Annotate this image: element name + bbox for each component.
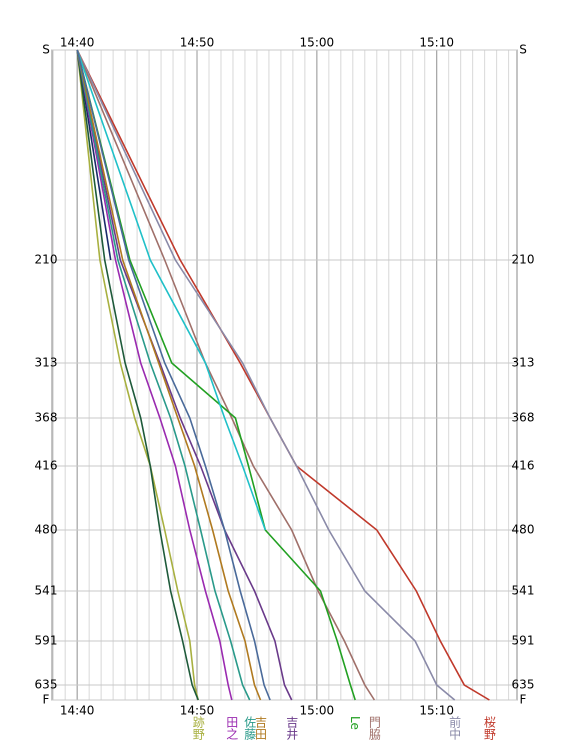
- y-tick-label: 210: [512, 253, 535, 267]
- split-line: [76, 49, 199, 701]
- y-tick-label: 541: [512, 584, 535, 598]
- y-tick-label: S: [519, 43, 527, 57]
- x-tick-label: 14:40: [60, 36, 95, 50]
- y-tick-label: 541: [35, 584, 58, 598]
- split-line: [76, 49, 262, 701]
- plot-frame: [51, 49, 518, 701]
- y-tick-label: F: [520, 693, 527, 707]
- split-line: [76, 49, 271, 701]
- y-tick-label: 368: [512, 411, 535, 425]
- x-tick-label: 15:10: [419, 36, 454, 50]
- y-tick-label: 313: [35, 356, 58, 370]
- legend-label: 佐藤: [243, 716, 257, 740]
- y-tick-label: 591: [35, 634, 58, 648]
- legend-label: 跡野: [191, 715, 205, 740]
- legend-label: 桜野: [482, 716, 496, 740]
- y-tick-label: 416: [512, 459, 535, 473]
- split-line: [76, 49, 233, 701]
- y-tick-label: 635: [35, 678, 58, 692]
- x-tick-label: 15:00: [300, 36, 335, 50]
- x-tick-label: 15:00: [300, 704, 335, 718]
- x-tick-label: 14:40: [60, 704, 95, 718]
- split-line: [76, 49, 199, 701]
- y-tick-label: 313: [512, 356, 535, 370]
- y-tick-label: 591: [512, 634, 535, 648]
- split-line: [76, 49, 356, 701]
- y-tick-label: 416: [35, 459, 58, 473]
- split-line: [76, 49, 251, 701]
- split-line: [76, 49, 267, 531]
- split-line: [76, 49, 456, 701]
- x-tick-label: 15:10: [419, 704, 454, 718]
- y-tick-label: 635: [512, 678, 535, 692]
- legend-label: 田之: [225, 716, 239, 740]
- y-tick-label: S: [42, 43, 50, 57]
- split-line: [76, 49, 376, 701]
- y-tick-label: 480: [512, 523, 535, 537]
- x-tick-label: 14:50: [180, 704, 215, 718]
- legend-label: 前中: [448, 715, 462, 740]
- y-tick-label: F: [43, 693, 50, 707]
- legend-label: 門脇: [367, 716, 381, 741]
- legend-label: 吉田: [254, 716, 268, 740]
- x-tick-label: 14:50: [180, 36, 215, 50]
- legend-label: 吉井: [285, 716, 299, 741]
- y-tick-label: 210: [35, 253, 58, 267]
- y-tick-label: 368: [35, 411, 58, 425]
- y-tick-label: 480: [35, 523, 58, 537]
- legend-label: Le: [348, 716, 362, 730]
- split-line: [76, 49, 490, 701]
